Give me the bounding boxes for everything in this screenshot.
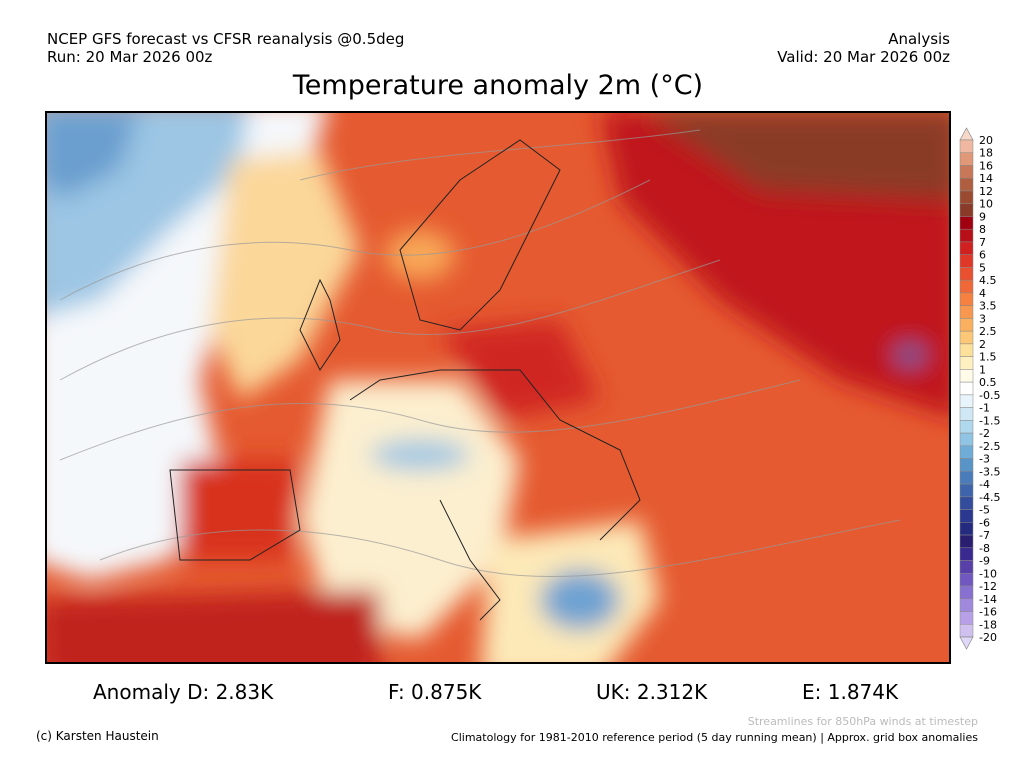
colorbar-label: -16: [979, 606, 997, 619]
colorbar-label: -9: [979, 555, 990, 568]
colorbar-label: -1.5: [979, 414, 1000, 427]
colorbar-swatch: [959, 165, 974, 179]
colorbar-swatch: [959, 152, 974, 166]
colorbar-label: -1: [979, 402, 990, 415]
colorbar-label: 9: [979, 210, 986, 223]
colorbar-label: 12: [979, 185, 993, 198]
colorbar-swatch: [959, 279, 974, 294]
colorbar-label: -5: [979, 504, 990, 517]
colorbar-swatch: [959, 573, 974, 587]
colorbar-label: -4.5: [979, 491, 1000, 504]
colorbar-label: 2: [979, 338, 986, 351]
colorbar-swatch: [959, 356, 974, 370]
streamlines-note: Streamlines for 850hPa winds at timestep: [747, 715, 978, 728]
colorbar-swatch: [959, 369, 974, 383]
colorbar-swatch: [959, 305, 974, 319]
colorbar-label: -4: [979, 478, 990, 491]
colorbar-swatch: [959, 471, 974, 485]
colorbar-label: 3.5: [979, 300, 997, 313]
colorbar-label: -12: [979, 580, 997, 593]
anomaly-field: [46, 112, 950, 663]
colorbar-label: 8: [979, 223, 986, 236]
colorbar: 201816141210987654.543.532.521.510.5-0.5…: [959, 127, 1000, 650]
colorbar-swatch: [959, 381, 974, 396]
colorbar-label: 1: [979, 363, 986, 376]
analysis-label: Analysis: [888, 30, 950, 48]
colorbar-label: 16: [979, 159, 993, 172]
colorbar-swatch: [959, 407, 974, 421]
colorbar-swatch: [959, 267, 974, 281]
colorbar-swatch: [959, 432, 974, 447]
colorbar-label: -8: [979, 542, 990, 555]
colorbar-swatch: [959, 139, 974, 153]
colorbar-swatch: [959, 177, 974, 192]
colorbar-label: -7: [979, 529, 990, 542]
colorbar-label: -3: [979, 453, 990, 466]
colorbar-label: -18: [979, 618, 997, 631]
run-info: Run: 20 Mar 2026 00z: [47, 48, 213, 66]
colorbar-swatch: [959, 509, 974, 523]
colorbar-swatch: [959, 458, 974, 472]
map-title: Temperature anomaly 2m (°C): [292, 70, 704, 101]
colorbar-label: 5: [979, 261, 986, 274]
valid-info: Valid: 20 Mar 2026 00z: [777, 48, 950, 66]
colorbar-swatch: [959, 598, 974, 612]
colorbar-swatch: [959, 203, 974, 217]
colorbar-swatch: [959, 343, 974, 357]
colorbar-label: 4: [979, 287, 986, 300]
colorbar-label: -10: [979, 567, 997, 580]
colorbar-label: 7: [979, 236, 986, 249]
colorbar-label: -3.5: [979, 465, 1000, 478]
colorbar-label: -2: [979, 427, 990, 440]
colorbar-label: -20: [979, 631, 997, 644]
stat-e: E: 1.874K: [802, 680, 899, 704]
colorbar-swatch: [959, 330, 974, 345]
colorbar-label: -0.5: [979, 389, 1000, 402]
colorbar-bottom-arrow: [959, 636, 974, 650]
stat-f: F: 0.875K: [388, 680, 482, 704]
colorbar-swatch: [959, 292, 974, 306]
colorbar-label: 3: [979, 312, 986, 325]
colorbar-swatch: [959, 483, 974, 498]
colorbar-swatch: [959, 394, 974, 408]
colorbar-swatch: [959, 216, 974, 230]
colorbar-label: -2.5: [979, 440, 1000, 453]
colorbar-swatch: [959, 585, 974, 600]
colorbar-label: 6: [979, 249, 986, 262]
colorbar-label: 18: [979, 147, 993, 160]
copyright: (c) Karsten Haustein: [36, 729, 159, 743]
colorbar-swatch: [959, 228, 974, 243]
model-info: NCEP GFS forecast vs CFSR reanalysis @0.…: [47, 30, 405, 48]
colorbar-swatch: [959, 445, 974, 459]
colorbar-swatch: [959, 420, 974, 434]
colorbar-label: 0.5: [979, 376, 997, 389]
colorbar-label: -6: [979, 516, 990, 529]
colorbar-swatch: [959, 547, 974, 561]
colorbar-swatch: [959, 254, 974, 268]
colorbar-top-arrow: [959, 127, 974, 141]
colorbar-swatch: [959, 534, 974, 549]
colorbar-label: 14: [979, 172, 993, 185]
colorbar-label: 1.5: [979, 351, 997, 364]
colorbar-label: -14: [979, 593, 997, 606]
stat-uk: UK: 2.312K: [596, 680, 708, 704]
colorbar-label: 4.5: [979, 274, 997, 287]
colorbar-swatch: [959, 624, 974, 638]
map-frame: [45, 111, 951, 664]
colorbar-swatch: [959, 611, 974, 625]
colorbar-swatch: [959, 522, 974, 536]
colorbar-label: 20: [979, 134, 993, 147]
colorbar-swatch: [959, 318, 974, 332]
climatology-note: Climatology for 1981-2010 reference peri…: [451, 731, 978, 744]
colorbar-swatch: [959, 496, 974, 510]
colorbar-label: 2.5: [979, 325, 997, 338]
colorbar-label: 10: [979, 198, 993, 211]
stat-d: Anomaly D: 2.83K: [93, 680, 274, 704]
colorbar-swatch: [959, 241, 974, 255]
colorbar-swatch: [959, 560, 974, 574]
colorbar-swatch: [959, 190, 974, 204]
